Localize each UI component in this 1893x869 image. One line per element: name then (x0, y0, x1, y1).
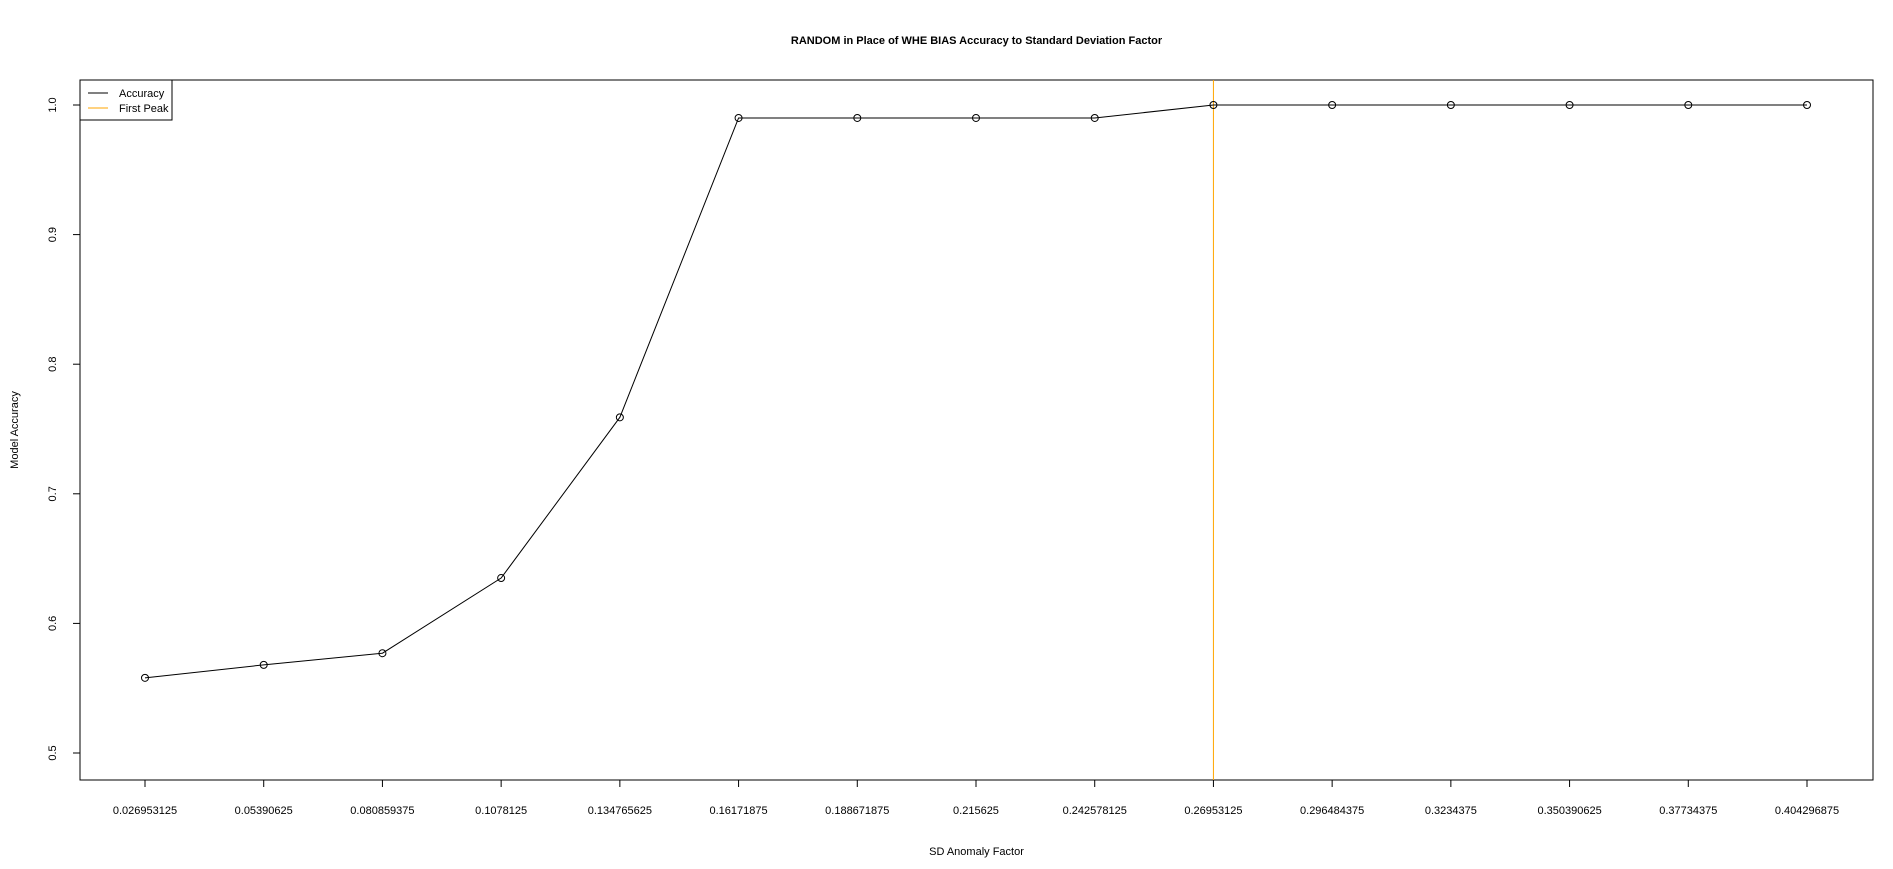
y-tick-label: 0.8 (47, 357, 59, 372)
legend-accuracy-label: Accuracy (119, 88, 165, 100)
x-tick-label: 0.05390625 (235, 805, 293, 817)
x-tick-label: 0.134765625 (588, 805, 652, 817)
legend-box (79, 79, 173, 121)
x-tick-label: 0.188671875 (825, 805, 889, 817)
legend-first-peak-label: First Peak (119, 103, 169, 115)
x-axis: 0.026953125 0.05390625 0.080859375 0.107812… (113, 779, 1839, 817)
x-tick-label: 0.3234375 (1425, 805, 1477, 817)
data-point (972, 113, 980, 122)
data-point (141, 673, 149, 682)
x-tick-label: 0.350390625 (1537, 805, 1601, 817)
x-tick-label: 0.026953125 (113, 805, 177, 817)
data-point (497, 574, 506, 583)
plot-frame (79, 79, 1874, 781)
chart-title: RANDOM in Place of WHE BIAS Accuracy to … (791, 35, 1163, 47)
x-tick-label: 0.16171875 (710, 805, 768, 817)
x-tick-label: 0.080859375 (350, 805, 414, 817)
data-point (1209, 101, 1218, 109)
x-tick-label: 0.242578125 (1063, 805, 1127, 817)
data-point (1803, 101, 1811, 109)
y-tick-label: 1.0 (47, 97, 59, 112)
data-point (1446, 101, 1455, 109)
x-tick-label: 0.215625 (953, 805, 999, 817)
data-point (1565, 101, 1574, 109)
data-point (1684, 101, 1693, 109)
data-point (378, 649, 387, 658)
series-layer (141, 101, 1811, 682)
data-point (734, 113, 743, 122)
data-point (615, 413, 624, 422)
accuracy-line (144, 104, 1807, 679)
x-tick-label: 0.296484375 (1300, 805, 1364, 817)
data-point (1090, 113, 1099, 122)
data-point (1328, 101, 1337, 109)
y-axis: 0.5 0.6 0.7 0.8 0.9 1.0 (47, 97, 81, 761)
y-tick-label: 0.9 (47, 227, 59, 242)
x-tick-label: 0.37734375 (1659, 805, 1717, 817)
y-axis-label: Model Accuracy (9, 391, 21, 469)
legend: Accuracy First Peak (79, 79, 173, 121)
data-point (853, 113, 862, 122)
x-tick-label: 0.26953125 (1184, 805, 1242, 817)
x-tick-label: 0.404296875 (1775, 805, 1839, 817)
x-tick-label: 0.1078125 (475, 805, 527, 817)
y-tick-label: 0.7 (47, 486, 59, 501)
y-tick-label: 0.5 (47, 745, 59, 760)
x-axis-label: SD Anomaly Factor (929, 846, 1024, 858)
data-point (259, 660, 268, 669)
y-tick-label: 0.6 (47, 616, 59, 631)
